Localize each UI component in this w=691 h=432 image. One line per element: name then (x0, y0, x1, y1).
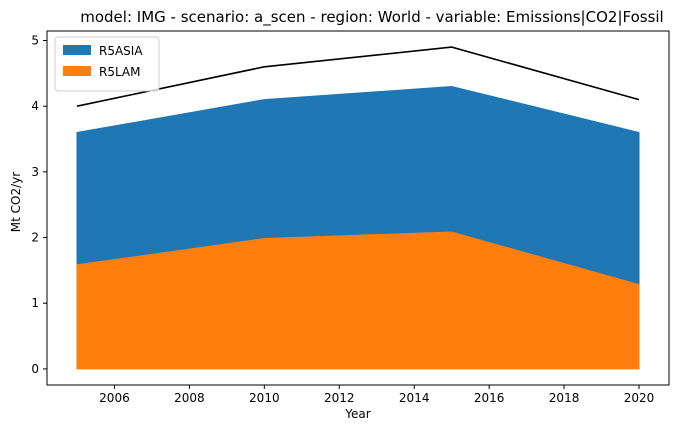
y-tick-label: 5 (31, 34, 39, 48)
area-layer (76, 85, 640, 370)
x-axis-label: Year (344, 407, 370, 421)
y-tick-label: 0 (31, 362, 39, 376)
y-axis: 0 1 2 3 4 5 (31, 34, 47, 376)
x-axis: 2006 2008 2010 2012 2014 2016 2018 2020 (99, 385, 654, 405)
y-axis-label: Mt CO2/yr (9, 172, 23, 232)
y-tick-label: 2 (31, 231, 39, 245)
legend-label-r5asia: R5ASIA (99, 44, 143, 58)
x-tick-label: 2012 (324, 391, 355, 405)
y-tick-label: 1 (31, 296, 39, 310)
y-tick-label: 4 (31, 99, 39, 113)
chart-title: model: IMG - scenario: a_scen - region: … (80, 8, 663, 27)
x-tick-label: 2014 (399, 391, 430, 405)
y-tick-label: 3 (31, 165, 39, 179)
total-line (76, 46, 640, 107)
x-tick-label: 2020 (624, 391, 655, 405)
legend-swatch-r5asia (63, 45, 91, 55)
x-tick-label: 2018 (549, 391, 580, 405)
legend-swatch-r5lam (63, 66, 91, 76)
plot-frame (46, 30, 670, 386)
x-tick-label: 2006 (99, 391, 130, 405)
x-tick-label: 2016 (474, 391, 505, 405)
legend-label-r5lam: R5LAM (99, 65, 141, 79)
area-r5asia (76, 85, 640, 285)
x-tick-label: 2010 (249, 391, 280, 405)
x-tick-label: 2008 (174, 391, 205, 405)
legend: R5ASIA R5LAM (54, 36, 160, 92)
line-layer (76, 46, 640, 107)
